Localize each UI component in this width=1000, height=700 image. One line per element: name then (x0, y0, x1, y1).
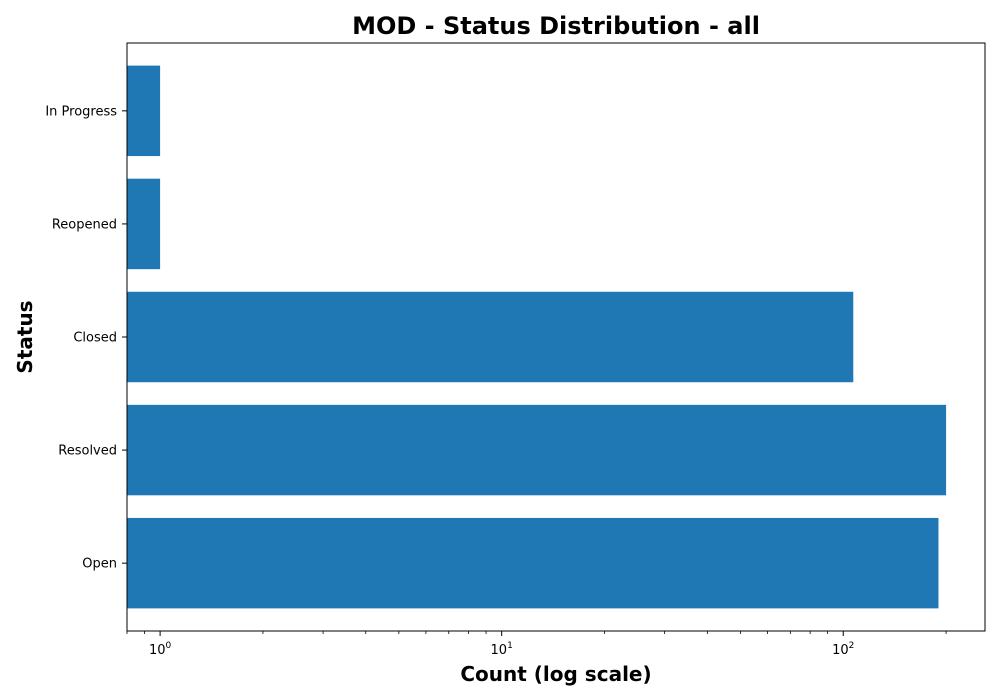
y-tick-label: Reopened (52, 217, 117, 232)
y-axis-label: Status (13, 300, 37, 373)
chart-title: MOD - Status Distribution - all (352, 12, 760, 40)
x-axis-label: Count (log scale) (460, 662, 651, 686)
x-tick-label: 100 (149, 641, 172, 658)
bar-open (127, 517, 939, 609)
x-tick-label: 101 (491, 641, 513, 658)
y-tick-label: Open (82, 557, 117, 572)
bar-resolved (127, 404, 947, 496)
bar-in-progress (127, 65, 161, 157)
y-tick-label: Resolved (58, 444, 117, 459)
x-axis-ticks: 100 101 102 (126, 631, 947, 658)
y-tick-label: In Progress (45, 104, 117, 119)
bar-closed (127, 291, 854, 383)
bars-group (127, 65, 947, 609)
x-tick-label: 102 (832, 641, 854, 658)
y-tick-label: Closed (73, 331, 117, 346)
plot-frame (126, 42, 986, 632)
bar-reopened (127, 178, 161, 270)
y-axis-ticks: Open Resolved Closed Reopened In Progress (45, 104, 127, 572)
